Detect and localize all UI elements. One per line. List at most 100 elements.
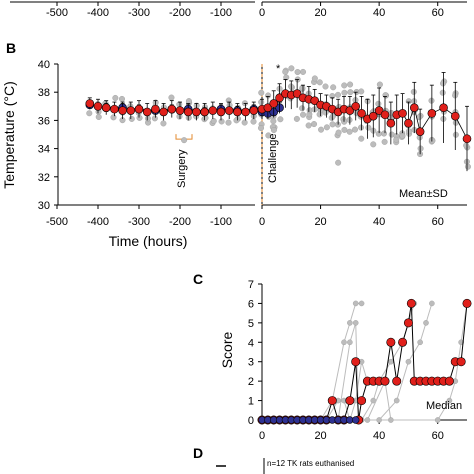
- treated-point: [249, 106, 259, 115]
- panel-b-y-tick-label: 40: [38, 59, 50, 71]
- individual-point: [335, 159, 342, 166]
- individual-point: [417, 339, 423, 346]
- treated-point: [462, 134, 472, 144]
- individual-point: [375, 100, 382, 107]
- individual-point: [405, 358, 412, 365]
- treated-point: [275, 93, 284, 103]
- individual-point: [429, 137, 436, 144]
- treated-point: [386, 337, 396, 347]
- panel-b-y-tick-label: 34: [38, 144, 50, 156]
- individual-point: [316, 111, 323, 118]
- individual-point: [210, 117, 217, 124]
- treated-point: [167, 104, 177, 114]
- panel-c-x-tick-label: 40: [373, 430, 385, 442]
- individual-point: [277, 116, 284, 123]
- individual-point: [160, 120, 167, 127]
- individual-point: [334, 91, 341, 98]
- panel-a-x-tick-label: -400: [87, 7, 109, 19]
- treated-point: [310, 96, 320, 105]
- individual-trace: [262, 322, 362, 421]
- individual-point: [306, 107, 313, 114]
- treated-point: [462, 298, 472, 308]
- treated-point: [241, 107, 250, 117]
- individual-point: [341, 339, 347, 346]
- panel-c-x-tick-label: 20: [314, 430, 326, 442]
- panel-label-b: B: [6, 40, 16, 56]
- challenge-label: Challenge: [267, 133, 279, 183]
- individual-point: [382, 92, 389, 99]
- panel-d-note: n=12 TK rats euthanised: [267, 459, 354, 468]
- individual-point: [316, 79, 323, 86]
- panel-c-chart: 0 1 2 3 4 5 6 7 0 20 40 60: [248, 279, 472, 442]
- individual-point: [358, 135, 365, 142]
- panel-b-y-tick-label: 36: [38, 115, 50, 127]
- individual-point: [329, 121, 336, 128]
- individual-point: [434, 417, 441, 423]
- individual-point: [288, 65, 295, 72]
- panel-label-d: D: [193, 445, 203, 461]
- significance-star: *: [276, 63, 281, 75]
- individual-point: [352, 300, 359, 307]
- panel-c-y-tick-label: 4: [248, 337, 254, 349]
- individual-trace: [262, 303, 468, 421]
- treated-point: [327, 396, 337, 406]
- individual-point: [294, 69, 301, 76]
- individual-point: [341, 89, 348, 96]
- treated-point: [183, 107, 193, 117]
- individual-point: [381, 138, 388, 145]
- individual-point: [365, 124, 372, 131]
- treated-point: [159, 107, 168, 117]
- individual-point: [258, 125, 265, 132]
- panel-a-x-tick-label: 40: [373, 7, 385, 19]
- individual-point: [347, 320, 353, 326]
- treated-point: [386, 118, 396, 128]
- panel-c-y-tick-label: 0: [248, 415, 254, 427]
- individual-point: [446, 397, 453, 404]
- individual-point: [128, 115, 135, 122]
- treated-point: [409, 103, 419, 113]
- panel-a-x-tick-label: -100: [210, 7, 232, 19]
- panel-a-x-tick-label: 60: [432, 7, 444, 19]
- individual-point: [299, 105, 306, 112]
- panel-c-stat-label: Median: [426, 400, 462, 412]
- individual-point: [151, 115, 158, 122]
- treated-point: [192, 107, 201, 117]
- individual-point: [323, 124, 330, 131]
- treated-point: [351, 357, 361, 367]
- treated-point: [456, 357, 466, 367]
- treated-point: [427, 109, 437, 118]
- individual-point: [233, 117, 240, 124]
- treated-point: [233, 107, 242, 117]
- individual-point: [270, 127, 277, 134]
- individual-point: [300, 111, 307, 118]
- individual-point: [95, 113, 102, 120]
- panel-b-xlabel: Time (hours): [109, 233, 188, 249]
- individual-point: [168, 94, 175, 101]
- individual-point: [265, 132, 272, 139]
- panel-b-x-tick-label: -400: [87, 216, 109, 228]
- individual-point: [335, 129, 342, 136]
- panel-a-x-tick-label: 20: [314, 7, 326, 19]
- individual-point: [218, 118, 225, 125]
- treated-point: [110, 104, 119, 114]
- individual-point: [358, 300, 365, 307]
- individual-point: [311, 121, 318, 128]
- treated-point: [175, 106, 185, 115]
- panel-b-x-tick-label: -500: [46, 216, 68, 228]
- individual-point: [452, 131, 459, 138]
- treated-point: [357, 109, 366, 118]
- panel-c-y-tick-label: 6: [248, 298, 254, 310]
- treated-point: [439, 103, 448, 113]
- panel-b-x-tick-label: -100: [210, 216, 232, 228]
- treated-point: [126, 106, 136, 115]
- treated-point: [118, 106, 127, 115]
- panel-a-x-tick-label: -200: [169, 7, 191, 19]
- panel-c-x-tick-label: 0: [259, 430, 265, 442]
- treated-point: [269, 99, 279, 108]
- individual-point: [181, 137, 188, 144]
- treated-point: [200, 107, 209, 117]
- panel-b-x-tick-label: 20: [314, 216, 326, 228]
- panel-b-y-tick-label: 32: [38, 172, 50, 184]
- individual-point: [399, 132, 406, 139]
- individual-point: [112, 94, 119, 101]
